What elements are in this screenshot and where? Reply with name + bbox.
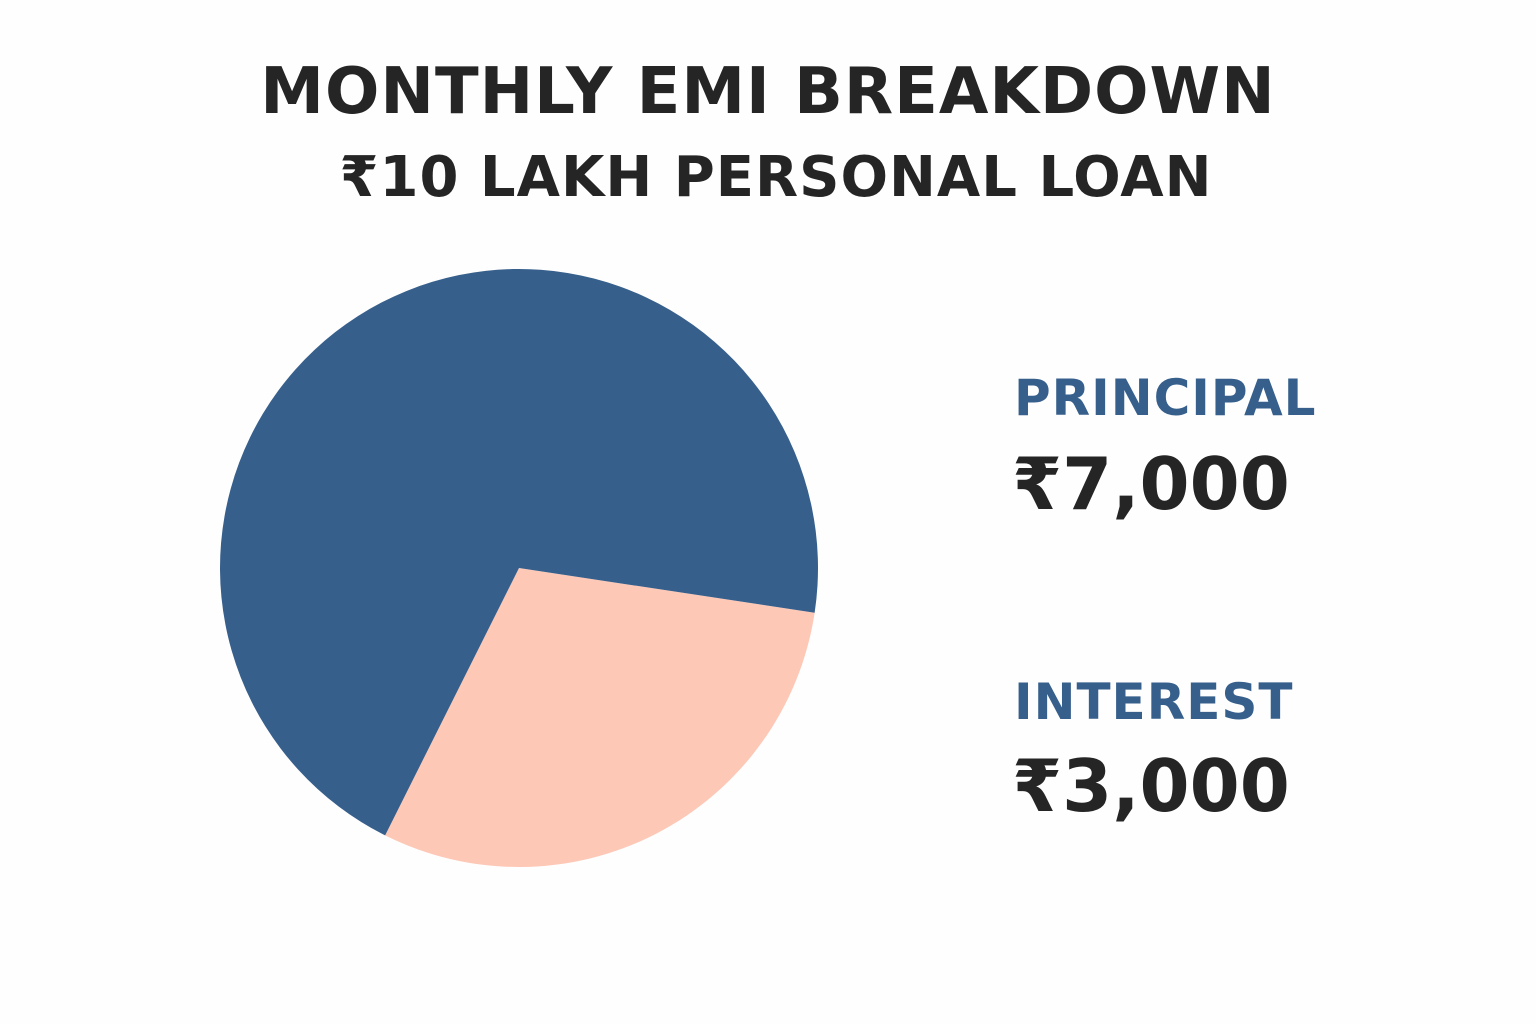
pie-slice-principal bbox=[220, 268, 819, 836]
legend-value-interest: ₹3,000 bbox=[1012, 744, 1290, 828]
chart-title: MONTHLY EMI BREAKDOWN bbox=[260, 55, 1276, 129]
pie-slice-interest bbox=[385, 568, 815, 867]
legend-label-principal: PRINCIPAL bbox=[1014, 369, 1317, 427]
legend-label-interest: INTEREST bbox=[1014, 673, 1294, 731]
legend-value-principal: ₹7,000 bbox=[1012, 442, 1290, 526]
chart-subtitle: ₹10 LAKH PERSONAL LOAN bbox=[339, 145, 1213, 210]
